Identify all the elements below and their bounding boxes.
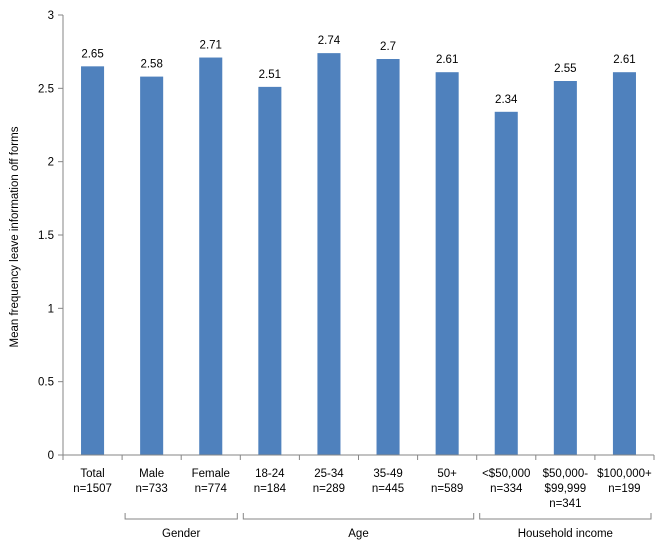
data-label: 2.65	[81, 48, 103, 60]
category-n-label: n=774	[195, 483, 228, 495]
data-label: 2.61	[613, 54, 635, 66]
data-label: 2.34	[495, 94, 518, 106]
category-label: Total	[80, 468, 104, 480]
y-tick-label: 1	[48, 303, 54, 315]
category-n-label: n=334	[490, 483, 523, 495]
category-label: $50,000-	[543, 468, 589, 480]
bar	[553, 81, 577, 455]
category-n-label: n=341	[549, 498, 581, 510]
bar	[317, 53, 341, 456]
category-label: 35-49	[373, 468, 402, 480]
y-tick-label: 2.5	[38, 83, 54, 95]
category-label: Male	[139, 468, 164, 480]
group-bracket	[242, 513, 475, 520]
data-label: 2.61	[436, 54, 458, 66]
category-label: 50+	[437, 468, 457, 480]
bar	[376, 59, 400, 455]
category-label: <$50,000	[482, 468, 530, 480]
data-label: 2.58	[140, 59, 162, 71]
category-label: Female	[192, 468, 230, 480]
y-tick-label: 0	[48, 450, 54, 462]
bar	[494, 111, 518, 456]
bar	[612, 72, 636, 455]
group-bracket	[124, 513, 238, 520]
bar	[199, 57, 223, 456]
y-tick-label: 2	[48, 157, 54, 169]
data-label: 2.51	[259, 69, 281, 81]
y-tick-label: 1.5	[38, 230, 54, 242]
bar	[140, 76, 164, 455]
data-label: 2.7	[380, 41, 396, 53]
category-label: 18-24	[255, 468, 285, 480]
bar	[435, 72, 459, 455]
category-n-label: n=733	[135, 483, 167, 495]
bar	[258, 86, 282, 455]
data-label: 2.74	[318, 35, 341, 47]
category-label: 25-34	[314, 468, 344, 480]
data-label: 2.55	[554, 63, 576, 75]
group-bracket	[479, 513, 652, 520]
category-n-label: n=589	[431, 483, 463, 495]
group-label: Age	[348, 528, 368, 540]
y-tick-label: 3	[48, 10, 54, 22]
y-axis: 0 0.5 1 1.5 2 2.5 3	[38, 10, 64, 462]
category-groups: Gender Age Household income	[124, 513, 652, 540]
category-n-label: n=289	[313, 483, 345, 495]
category-n-label: n=445	[372, 483, 404, 495]
group-label: Gender	[162, 528, 201, 540]
y-tick-label: 0.5	[38, 377, 54, 389]
y-axis-title: Mean frequency leave information off for…	[9, 126, 21, 347]
bars: 2.65 2.58 2.71 2.51 2.74 2.7 2.61 2.34 2.55 2.61	[81, 35, 636, 456]
data-label: 2.71	[200, 40, 222, 52]
category-n-label: n=184	[254, 483, 287, 495]
category-label-line2: $99,999	[545, 483, 587, 495]
group-label: Household income	[518, 528, 613, 540]
category-label: $100,000+	[597, 468, 652, 480]
category-n-label: n=199	[608, 483, 640, 495]
bar	[81, 66, 105, 455]
category-n-label: n=1507	[73, 483, 112, 495]
x-axis: Total n=1507 Male n=733 Female n=774 18-24 n=18…	[62, 454, 655, 510]
